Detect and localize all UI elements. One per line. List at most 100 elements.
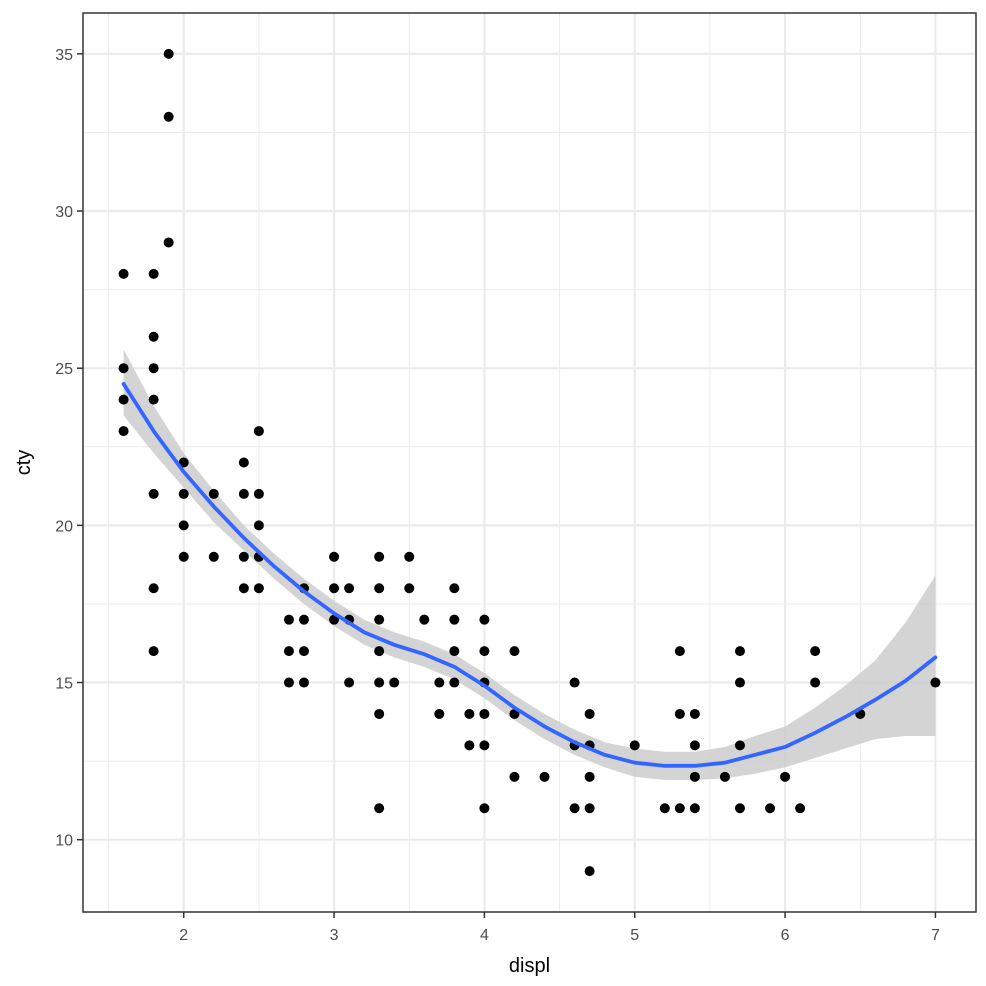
panel-border	[82, 12, 977, 913]
data-point	[148, 363, 159, 374]
data-point	[464, 708, 475, 719]
data-point	[509, 646, 520, 657]
data-point	[238, 457, 249, 468]
data-point	[148, 488, 159, 499]
data-point	[344, 583, 355, 594]
data-point	[479, 614, 490, 625]
data-point	[238, 583, 249, 594]
data-point	[374, 646, 385, 657]
data-point	[569, 803, 580, 814]
data-point	[163, 237, 174, 248]
x-tick-label: 6	[781, 927, 790, 944]
data-point	[163, 111, 174, 122]
data-point	[148, 646, 159, 657]
x-tick-label: 4	[480, 927, 489, 944]
data-point	[253, 488, 264, 499]
data-point	[584, 803, 595, 814]
data-point	[629, 740, 640, 751]
data-point	[584, 771, 595, 782]
data-point	[208, 488, 219, 499]
data-point	[178, 551, 189, 562]
data-point	[765, 803, 776, 814]
y-tick-label: 30	[55, 204, 73, 221]
data-point	[404, 551, 415, 562]
data-point	[298, 646, 309, 657]
data-point	[584, 866, 595, 877]
data-point	[329, 551, 340, 562]
data-point	[479, 646, 490, 657]
data-point	[689, 708, 700, 719]
data-point	[118, 394, 129, 405]
data-point	[479, 708, 490, 719]
data-point	[810, 677, 821, 688]
data-point	[404, 583, 415, 594]
data-point	[118, 426, 129, 437]
x-tick-label: 7	[931, 927, 940, 944]
data-point	[283, 646, 294, 657]
data-point	[734, 677, 745, 688]
confidence-band	[123, 349, 936, 780]
data-point	[374, 583, 385, 594]
data-point	[148, 331, 159, 342]
data-point	[374, 677, 385, 688]
smooth-line	[121, 382, 938, 768]
data-point	[178, 520, 189, 531]
data-point	[178, 457, 189, 468]
data-point	[449, 677, 460, 688]
confidence-band-layer	[123, 349, 936, 780]
data-point	[569, 677, 580, 688]
minor-gridlines	[83, 13, 976, 912]
data-point	[389, 677, 400, 688]
y-tick-label: 35	[55, 47, 73, 64]
data-point	[449, 614, 460, 625]
data-point	[674, 708, 685, 719]
data-point	[298, 614, 309, 625]
data-point	[178, 488, 189, 499]
data-point	[419, 614, 430, 625]
data-point	[374, 551, 385, 562]
data-point	[148, 583, 159, 594]
y-tick-label: 25	[55, 361, 73, 378]
y-tick-label: 15	[55, 676, 73, 693]
data-point	[374, 614, 385, 625]
data-point	[434, 677, 445, 688]
data-point	[329, 583, 340, 594]
y-axis: 10 15 20 25 30 35	[55, 47, 83, 850]
data-point	[464, 740, 475, 751]
data-point	[163, 48, 174, 59]
x-axis-title: displ	[509, 955, 550, 977]
data-point	[930, 677, 941, 688]
data-point	[659, 803, 670, 814]
data-point	[238, 551, 249, 562]
data-point	[118, 363, 129, 374]
data-point	[734, 646, 745, 657]
data-point	[283, 677, 294, 688]
data-point	[689, 740, 700, 751]
data-point	[148, 268, 159, 279]
y-axis-title: cty	[13, 450, 35, 476]
data-point	[509, 771, 520, 782]
data-point	[780, 771, 791, 782]
data-point	[208, 551, 219, 562]
x-tick-label: 2	[179, 927, 188, 944]
y-tick-label: 20	[55, 518, 73, 535]
smooth-line-layer	[121, 382, 938, 768]
data-point	[344, 677, 355, 688]
x-tick-label: 5	[630, 927, 639, 944]
data-point	[449, 646, 460, 657]
data-point	[734, 803, 745, 814]
data-point	[734, 740, 745, 751]
data-point	[689, 803, 700, 814]
data-point	[719, 771, 730, 782]
data-point	[253, 426, 264, 437]
data-point	[674, 803, 685, 814]
x-axis: 2 3 4 5 6 7	[179, 912, 940, 944]
y-tick-label: 10	[55, 833, 73, 850]
data-point	[434, 708, 445, 719]
data-point	[584, 708, 595, 719]
data-point	[253, 583, 264, 594]
data-point	[238, 488, 249, 499]
data-point	[374, 803, 385, 814]
data-point	[479, 740, 490, 751]
